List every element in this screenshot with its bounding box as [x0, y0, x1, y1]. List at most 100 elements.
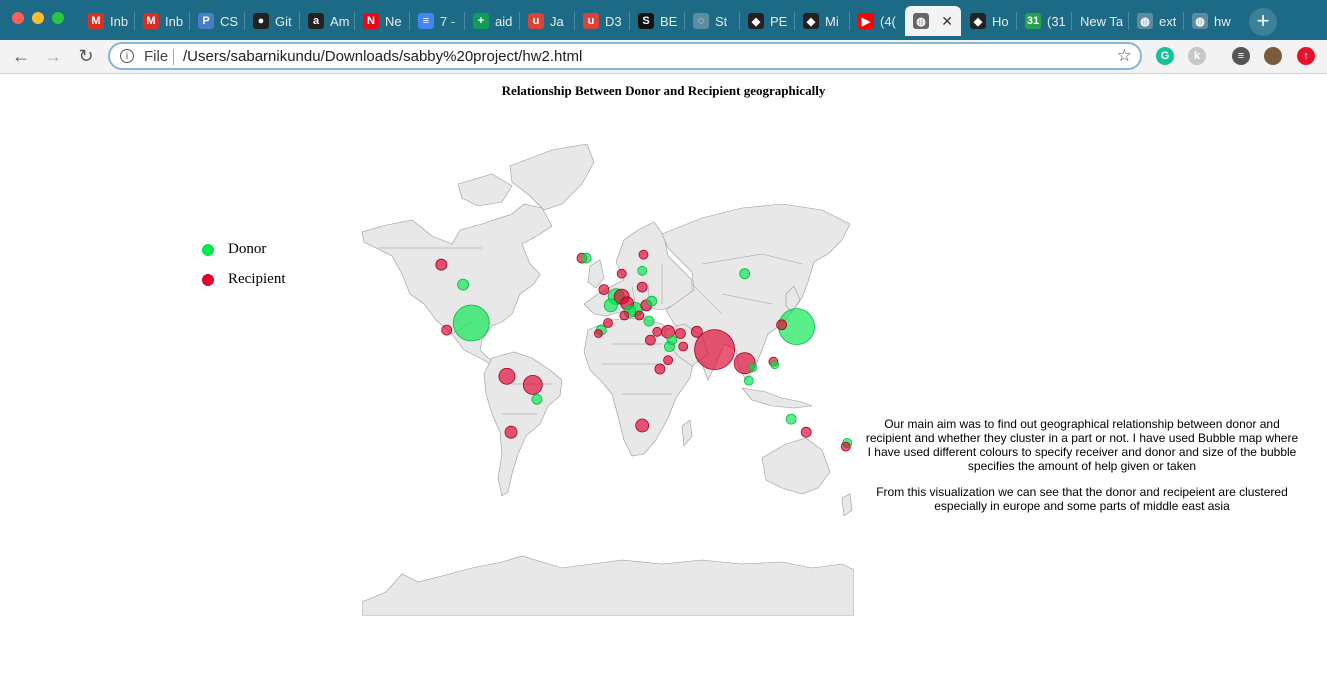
window-minimize-button[interactable]	[32, 12, 44, 24]
tab-label: 7 -	[440, 13, 456, 29]
donor-bubble[interactable]	[739, 268, 751, 280]
browser-tab[interactable]: + aid	[465, 6, 519, 36]
browser-tab-bar: + M Inb M Inb P CS ● Git a Am N Ne ≡ 7 - + aid u Ja u D3 S BE…	[0, 0, 1327, 40]
recipient-bubble[interactable]	[644, 334, 656, 346]
tab-label: New Ta	[1080, 13, 1124, 29]
donor-bubble[interactable]	[452, 304, 490, 342]
recipient-bubble[interactable]	[635, 418, 650, 433]
browser-tab[interactable]: P CS	[190, 6, 244, 36]
recipient-bubble[interactable]	[636, 281, 648, 293]
globe-icon: ◍	[913, 13, 929, 29]
browser-tab[interactable]: ◆ Ho	[962, 6, 1016, 36]
recipient-bubble[interactable]	[598, 284, 610, 296]
scheme-label: File	[144, 48, 169, 65]
browser-tab[interactable]: ◍ hw	[1184, 6, 1238, 36]
donor-bubble[interactable]	[643, 315, 655, 327]
tab-separator	[299, 12, 300, 30]
profile-avatar[interactable]	[1264, 47, 1282, 65]
browser-tab[interactable]: ▶ (4(	[850, 6, 904, 36]
recipient-bubble[interactable]	[619, 310, 630, 321]
recipient-bubble[interactable]	[652, 326, 663, 337]
recipient-bubble[interactable]	[616, 268, 627, 279]
bookmark-star-icon[interactable]: ☆	[1116, 46, 1132, 65]
window-maximize-button[interactable]	[52, 12, 64, 24]
extension-k-icon[interactable]: k	[1188, 47, 1206, 65]
address-bar[interactable]: i File /Users/sabarnikundu/Downloads/sab…	[108, 42, 1142, 70]
donor-bubble[interactable]	[748, 363, 758, 373]
donor-bubble[interactable]	[770, 360, 780, 370]
recipient-bubble[interactable]	[800, 426, 812, 438]
recipient-bubble[interactable]	[654, 363, 666, 375]
donor-bubble[interactable]	[785, 413, 797, 425]
browser-tab[interactable]: New Ta	[1072, 6, 1128, 36]
donor-bubble[interactable]	[457, 278, 469, 291]
recipient-bubble[interactable]	[634, 310, 645, 321]
browser-tab[interactable]: ◌ St	[685, 6, 739, 36]
recipient-bubble[interactable]	[678, 341, 689, 352]
donor-bubble[interactable]	[637, 265, 648, 276]
site-info-icon[interactable]: i	[120, 49, 134, 63]
browser-tab[interactable]: u Ja	[520, 6, 574, 36]
uk-land	[587, 259, 605, 289]
recipient-bubble[interactable]	[690, 325, 703, 338]
tab-label: Inb	[165, 13, 184, 29]
gmail-icon: M	[88, 13, 104, 29]
update-icon[interactable]: ↑	[1297, 47, 1315, 65]
browser-tab[interactable]: ● Git	[245, 6, 299, 36]
recipient-bubble[interactable]	[522, 374, 543, 395]
window-close-button[interactable]	[12, 12, 24, 24]
close-tab-icon[interactable]: ✕	[941, 12, 953, 29]
browser-tab[interactable]: ◍ ext	[1129, 6, 1183, 36]
s-icon: S	[638, 13, 654, 29]
reload-button[interactable]: ↻	[78, 46, 94, 66]
tab-separator	[1071, 12, 1072, 30]
codepen-icon: ◆	[803, 13, 819, 29]
url-text[interactable]: /Users/sabarnikundu/Downloads/sabby%20pr…	[183, 48, 583, 65]
browser-tab[interactable]: M Inb	[135, 6, 189, 36]
page-content: Relationship Between Donor and Recipient…	[0, 74, 1327, 690]
browser-tab[interactable]: ≡ 7 -	[410, 6, 464, 36]
browser-tab[interactable]: ◆ Mi	[795, 6, 849, 36]
new-tab-button[interactable]: +	[1249, 8, 1277, 36]
recipient-bubble[interactable]	[663, 355, 674, 366]
recipient-bubble[interactable]	[674, 328, 686, 339]
recipient-bubble[interactable]	[776, 319, 788, 331]
donor-bubble[interactable]	[580, 252, 592, 264]
browser-tab[interactable]: u D3	[575, 6, 629, 36]
tab-label: aid	[495, 13, 513, 29]
tab-separator	[794, 12, 795, 30]
donor-bubble[interactable]	[743, 375, 754, 386]
tab-separator	[1016, 12, 1017, 30]
browser-tab[interactable]: N Ne	[355, 6, 409, 36]
back-button[interactable]: ←	[12, 46, 30, 66]
browser-tab[interactable]: 31 (31	[1017, 6, 1071, 36]
media-queue-icon[interactable]: ≡	[1232, 47, 1250, 65]
forward-button[interactable]: →	[44, 46, 62, 66]
recipient-bubble[interactable]	[603, 318, 613, 328]
browser-tab[interactable]: S BE	[630, 6, 684, 36]
world-bubble-map	[362, 144, 854, 616]
donor-bubble[interactable]	[667, 335, 678, 346]
recipient-bubble[interactable]	[504, 425, 518, 439]
recipient-bubble[interactable]	[441, 324, 453, 336]
browser-tab[interactable]: M Inb	[80, 6, 134, 36]
recipient-bubble[interactable]	[593, 329, 603, 338]
recipient-bubble[interactable]	[638, 249, 649, 260]
tab-label: Inb	[110, 13, 129, 29]
legend-label-recipient: Recipient	[228, 271, 286, 287]
recipient-bubble[interactable]	[435, 258, 448, 271]
antarctica-land	[362, 555, 854, 616]
recipient-bubble[interactable]	[840, 441, 851, 452]
netflix-icon: N	[363, 13, 379, 29]
tab-separator	[1128, 12, 1129, 30]
recipient-bubble[interactable]	[498, 367, 516, 385]
donor-bubble[interactable]	[603, 298, 618, 313]
donor-bubble[interactable]	[646, 295, 658, 307]
recipient-bubble[interactable]	[694, 329, 736, 371]
donor-bubble[interactable]	[531, 393, 543, 405]
grammarly-icon[interactable]: G	[1156, 47, 1174, 65]
browser-tab[interactable]: ◍ ✕	[905, 6, 961, 36]
tab-label: St	[715, 13, 728, 29]
browser-tab[interactable]: ◆ PE	[740, 6, 794, 36]
browser-tab[interactable]: a Am	[300, 6, 354, 36]
